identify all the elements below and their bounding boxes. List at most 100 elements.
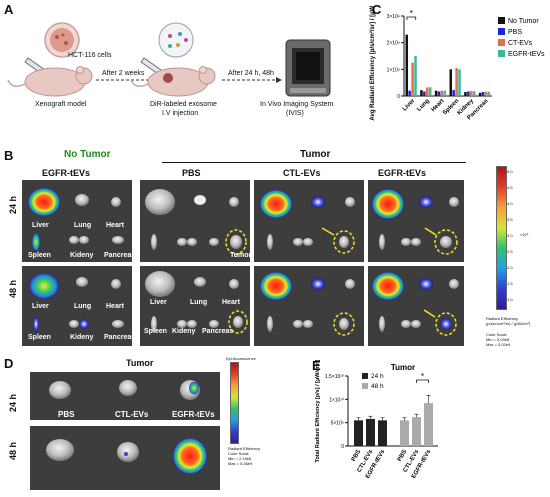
bar [405,34,409,96]
tick: 5.0 [507,169,513,174]
colorbar-d-min: Min = 2.19e8 [228,456,252,461]
legend-swatch [498,28,505,35]
tick: 3.0 [507,233,513,238]
organ-label-liver: Liver [32,222,49,229]
bar [478,92,482,96]
bar [423,91,426,96]
ivis-label-1: In Vivo Imaging System [260,101,334,108]
schematic-illustration [7,22,331,97]
panel-d-row-48h: 48 h [8,441,19,461]
y-tick-label: 1.5×10¹⁰ [325,374,344,380]
organ-label-liver-pbs: Liver [150,299,167,306]
legend-swatch [498,50,505,57]
bar [470,91,473,96]
injection-label-1: DiR-labeled exosome [150,101,217,108]
organ-label-liver-48: Liver [32,303,49,310]
organ-label-lung: Lung [74,222,92,229]
significance-star: * [421,372,424,381]
legend-swatch [498,39,505,46]
significance-bracket [406,16,417,20]
mouse-icon [7,66,93,97]
bar [443,90,447,96]
bar [434,90,438,96]
mouse-icon-2 [130,66,216,97]
bar [408,90,411,96]
panel-label-b: B [4,148,14,163]
chart-e-title: Tumor [391,363,415,372]
bar [484,91,488,96]
imaging-grid [22,180,464,346]
legend-label: PBS [508,29,522,36]
tick: 1.5 [507,281,513,286]
colorbar-d-label: Radiant Efficiency [228,446,260,451]
colorbar-b-scale: Color Scale Min = 5.00e8 Max = 5.02e9 [486,332,510,347]
injection-label-2: I.V injection [162,110,199,117]
bar [452,90,455,96]
cells-label: HCT-116 cells [68,52,112,59]
y-tick-label: 3×10⁹ [387,14,400,20]
legend-label: EGFR-tEVs [508,51,545,58]
organ-label-heart-pbs: Heart [222,299,240,306]
organ-label-spleen-pbs: Spleen [144,328,167,335]
model-label: Xenograft model [35,101,87,108]
legend-label: 24 h [371,373,384,380]
organ-label-kidney: Kideny [70,252,94,259]
organ-label-kidney-pbs: Kideny [172,328,196,335]
panel-d-colorbar-top: Epi-fluorescence [226,356,256,361]
chart-e: Tumor 0 5×10⁹ 1×10¹⁰ 1.5×10¹⁰ Total Radiant E… [310,359,490,492]
chart-c-svg: 0 1×10⁹ 2×10⁹ 3×10⁹ Avg Radiant Efficiency [… [369,0,545,121]
schematic-a [0,0,360,130]
x-tick-label: Liver [402,98,417,113]
colorbar-b-label: Radiant Efficiency (p/sec/cm²/sr) / (µW/… [486,316,530,326]
colorscale-label: Color Scale [486,332,507,337]
bar [458,69,461,96]
colorbar-b [496,166,507,310]
organ-label-pancreas-48: Pancreas [104,334,136,341]
chart-e-svg: Tumor 0 5×10⁹ 1×10¹⁰ 1.5×10¹⁰ Total Radiant E… [314,359,438,480]
tick: 3.5 [507,217,513,222]
panel-d-label-pbs: PBS [58,410,75,419]
bar [378,420,387,446]
bar [440,90,444,96]
panel-d-title: Tumor [126,358,154,368]
tick: 4.0 [507,201,513,206]
panel-d-svg [30,372,220,490]
colorbar-d [230,362,239,444]
bar [411,62,414,96]
chart-c: 0 1×10⁹ 2×10⁹ 3×10⁹ Avg Radiant Efficiency [… [362,0,550,146]
bar [467,91,470,96]
bar [437,91,441,96]
tumor-bracket [162,162,466,163]
ivis-label-2: (IVIS) [286,110,304,117]
group-label-pbs: PBS [182,168,201,178]
ivis-machine-icon [285,39,331,97]
x-tick-label: Lung [416,98,431,113]
bar [354,420,363,446]
organ-label-heart-48: Heart [106,303,124,310]
bar [412,417,421,446]
organ-label-heart: Heart [106,222,124,229]
organ-label-pancreas-pbs: Pancreas [202,328,234,335]
colorbar-b-ticks: 5.0 4.5 4.0 3.5 3.0 2.5 2.0 1.5 1.0 [507,164,527,312]
colorbar-b-exp: ×10⁹ [520,232,529,237]
bar [472,91,476,96]
row-label-48h: 48 h [8,279,19,299]
organ-label-lung-48: Lung [74,303,92,310]
significance-bracket [416,379,429,383]
group-label-egfr-notumor: EGFR-tEVs [42,168,91,178]
organ-label-tumor: Tumor [230,252,252,259]
bar [424,403,433,446]
colorbar-d-max: Max = 5.46e9 [228,461,253,466]
legend-label: No Tumor [508,18,539,25]
bar [366,418,375,446]
panel-label-e: E [312,358,321,373]
colorbar-label: Radiant Efficiency [486,316,518,321]
organ-label-spleen-48: Spleen [28,334,51,341]
row-label-24h: 24 h [8,195,19,215]
y-axis-label: Total Radiant Efficiency [p/s] / [µW/cm²… [314,360,321,463]
bar [464,92,467,96]
bar [481,92,485,96]
y-tick-label: 2×10⁹ [387,41,400,47]
organ-label-pancreas: Pancreas [104,252,136,259]
legend-label: CT-EVs [508,40,533,47]
